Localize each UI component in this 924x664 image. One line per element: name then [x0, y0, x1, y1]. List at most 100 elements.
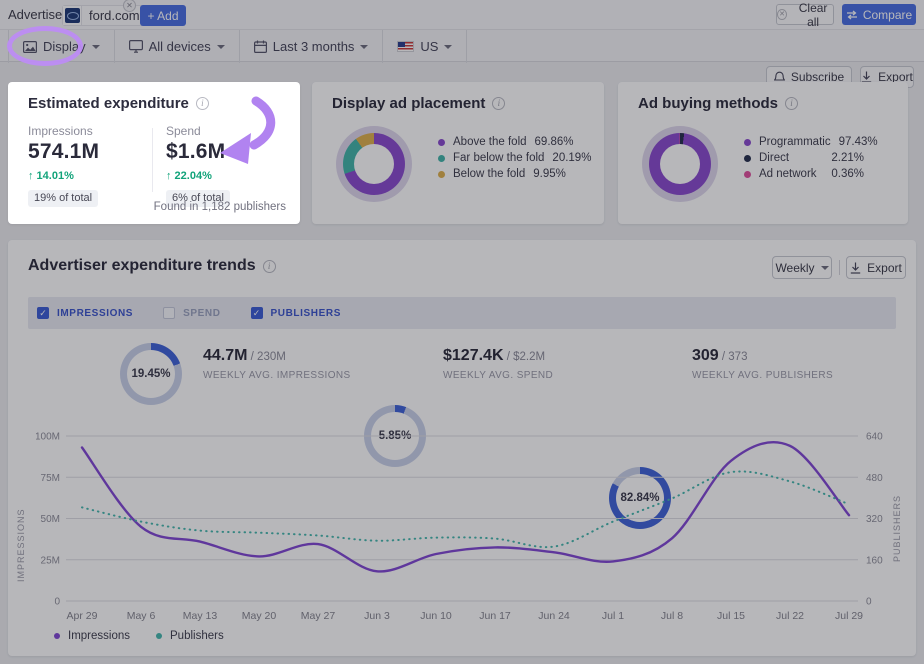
legend-row: Ad network 0.36% [744, 166, 864, 182]
divider [152, 128, 153, 192]
legend-row: Above the fold 69.86% [438, 134, 558, 150]
legend-row: Far below the fold 20.19% [438, 150, 558, 166]
checkbox-icon: ✓ [37, 307, 49, 319]
chevron-down-icon [444, 45, 452, 49]
svg-text:480: 480 [866, 473, 883, 484]
spend-metric: Spend $1.6M ↑ 22.04% 6% of total [166, 124, 230, 207]
legend-row: Below the fold 9.95% [438, 166, 558, 182]
metric-label: Impressions [28, 124, 99, 138]
legend-dot [744, 139, 751, 146]
legend-dot [54, 633, 60, 639]
legend-dot [744, 155, 751, 162]
filter-toolbar: Display All devices Last 3 months [0, 29, 924, 62]
buying-donut-chart [642, 126, 718, 202]
estimated-expenditure-card: Estimated expenditure i Impressions 574.… [8, 82, 300, 224]
download-icon [850, 262, 861, 274]
svg-text:25M: 25M [41, 555, 60, 566]
placement-legend: Above the fold 69.86% Far below the fold… [438, 134, 558, 182]
add-advertiser-button[interactable]: + Add [140, 5, 186, 26]
legend-dot [438, 155, 445, 162]
svg-text:May 13: May 13 [183, 610, 218, 622]
placement-donut-chart [336, 126, 412, 202]
advertiser-label: Advertiser: [8, 7, 70, 22]
clear-icon: ✕ [777, 9, 787, 20]
monitor-icon [129, 40, 143, 53]
us-flag-icon [397, 41, 414, 52]
publishers-toggle[interactable]: ✓ PUBLISHERS [251, 307, 341, 319]
info-icon[interactable]: i [196, 97, 209, 110]
impressions-metric: Impressions 574.1M ↑ 14.01% 19% of total [28, 124, 99, 207]
calendar-icon [254, 40, 267, 53]
svg-text:May 6: May 6 [127, 610, 156, 622]
svg-text:May 27: May 27 [301, 610, 336, 622]
devices-filter-dropdown[interactable]: All devices [115, 30, 240, 63]
svg-text:Jun 24: Jun 24 [538, 610, 570, 622]
impressions-gauge-text: 44.7M / 230M WEEKLY AVG. IMPRESSIONS [203, 347, 351, 381]
gauge-percent: 19.45% [127, 350, 175, 398]
trends-line-chart: 100M64075M48050M32025M16000Apr 29May 6Ma… [36, 426, 916, 630]
ad-buying-methods-card: Ad buying methods i Programmatic 97.43% … [618, 82, 908, 224]
svg-text:Jul 29: Jul 29 [835, 610, 863, 622]
display-filter-dropdown[interactable]: Display [8, 30, 115, 63]
checkbox-icon: ✓ [251, 307, 263, 319]
interval-dropdown[interactable]: Weekly [772, 256, 832, 279]
spend-toggle[interactable]: SPEND [163, 307, 220, 319]
clear-all-button[interactable]: ✕ Clear all [776, 4, 834, 25]
chart-legend: Impressions Publishers [54, 630, 224, 642]
card-title: Ad buying methods i [638, 95, 798, 112]
chevron-down-icon [821, 266, 829, 270]
svg-text:75M: 75M [41, 473, 60, 484]
chevron-down-icon [92, 45, 100, 49]
spend-gauge-text: $127.4K / $2.2M WEEKLY AVG. SPEND [443, 347, 553, 381]
info-icon[interactable]: i [263, 260, 276, 273]
legend-dot [744, 171, 751, 178]
legend-row: Programmatic 97.43% [744, 134, 864, 150]
legend-item-impressions: Impressions [54, 630, 130, 642]
region-filter-dropdown[interactable]: US [383, 30, 467, 63]
legend-row: Direct 2.21% [744, 150, 864, 166]
legend-dot [438, 139, 445, 146]
publishers-gauge-text: 309 / 373 WEEKLY AVG. PUBLISHERS [692, 347, 833, 381]
svg-text:Jul 22: Jul 22 [776, 610, 804, 622]
svg-text:Jun 3: Jun 3 [364, 610, 390, 622]
svg-text:50M: 50M [41, 514, 60, 525]
card-title: Display ad placement i [332, 95, 505, 112]
info-icon[interactable]: i [785, 97, 798, 110]
divider [839, 260, 840, 275]
metric-value: $1.6M [166, 140, 230, 164]
growth-indicator: ↑ 22.04% [166, 170, 230, 182]
advertiser-chip[interactable]: ford.com [62, 5, 149, 26]
legend-dot [156, 633, 162, 639]
publishers-footnote: Found in 1,182 publishers [154, 201, 286, 213]
display-ad-placement-card: Display ad placement i Above the fold 69… [312, 82, 604, 224]
info-icon[interactable]: i [492, 97, 505, 110]
date-range-filter-dropdown[interactable]: Last 3 months [240, 30, 384, 63]
svg-text:640: 640 [866, 432, 883, 443]
impressions-gauge: 19.45% [120, 343, 182, 405]
adclarity-dashboard: Advertiser: ford.com ✕ + Add ✕ Clear all… [0, 0, 924, 664]
checkbox-icon [163, 307, 175, 319]
svg-text:0: 0 [866, 597, 872, 608]
section-title: Advertiser expenditure trends i [28, 257, 276, 275]
trends-chart-svg: 100M64075M48050M32025M16000Apr 29May 6Ma… [36, 426, 916, 630]
svg-text:Jun 10: Jun 10 [420, 610, 452, 622]
svg-text:May 20: May 20 [242, 610, 277, 622]
buying-legend: Programmatic 97.43% Direct 2.21% Ad netw… [744, 134, 864, 182]
legend-item-publishers: Publishers [156, 630, 224, 642]
svg-text:Jul 1: Jul 1 [602, 610, 624, 622]
chevron-down-icon [360, 45, 368, 49]
image-icon [23, 41, 37, 53]
svg-text:Jul 15: Jul 15 [717, 610, 745, 622]
metric-label: Spend [166, 124, 230, 138]
right-axis-label: PUBLISHERS [892, 452, 902, 562]
svg-text:160: 160 [866, 555, 883, 566]
svg-text:0: 0 [54, 597, 60, 608]
ford-favicon [63, 6, 82, 25]
metric-value: 574.1M [28, 140, 99, 164]
share-badge: 19% of total [28, 190, 98, 207]
series-toggle-row: ✓ IMPRESSIONS SPEND ✓ PUBLISHERS [28, 297, 896, 329]
compare-button[interactable]: Compare [842, 4, 916, 25]
trends-export-button[interactable]: Export [846, 256, 906, 279]
impressions-toggle[interactable]: ✓ IMPRESSIONS [37, 307, 133, 319]
svg-text:Apr 29: Apr 29 [67, 610, 98, 622]
